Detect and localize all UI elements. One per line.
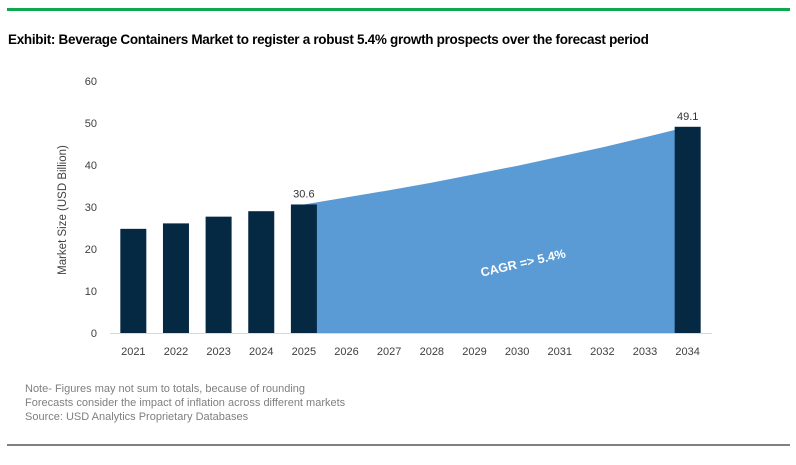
y-tick-label: 40 — [85, 160, 97, 172]
bar-2024 — [248, 211, 275, 333]
x-tick-label-2021: 2021 — [121, 346, 145, 358]
bar-2025 — [290, 204, 317, 333]
x-tick-label-2024: 2024 — [249, 346, 273, 358]
note-inflation: Forecasts consider the impact of inflati… — [25, 396, 346, 409]
y-tick-label: 10 — [85, 286, 97, 298]
y-tick-label: 60 — [85, 76, 97, 88]
y-tick-label: 50 — [85, 118, 97, 130]
chart-title: Exhibit: Beverage Containers Market to r… — [8, 32, 649, 47]
x-tick-label-2025: 2025 — [292, 346, 316, 358]
note-source: Source: USD Analytics Proprietary Databa… — [25, 410, 249, 423]
bar-2022 — [162, 223, 189, 333]
top-accent-rule — [7, 8, 790, 11]
data-label-2025: 30.6 — [293, 188, 314, 200]
bottom-rule — [7, 444, 790, 446]
x-tick-label-2027: 2027 — [377, 346, 401, 358]
x-tick-label-2022: 2022 — [164, 346, 188, 358]
x-tick-label-2034: 2034 — [675, 346, 699, 358]
chart-notes: Note- Figures may not sum to totals, bec… — [25, 383, 345, 424]
data-label-2034: 49.1 — [677, 111, 698, 123]
x-tick-label-2023: 2023 — [206, 346, 230, 358]
x-tick-label-2026: 2026 — [334, 346, 358, 358]
x-tick-label-2029: 2029 — [462, 346, 486, 358]
x-tick-label-2030: 2030 — [505, 346, 529, 358]
bar-2021 — [120, 228, 147, 333]
x-tick-label-2032: 2032 — [590, 346, 614, 358]
y-tick-label: 20 — [85, 244, 97, 256]
x-tick-label-2031: 2031 — [548, 346, 572, 358]
x-tick-label-2033: 2033 — [633, 346, 657, 358]
bar-2023 — [205, 216, 232, 333]
y-axis-title: Market Size (USD Billion) — [57, 145, 69, 275]
y-tick-label: 0 — [91, 328, 97, 340]
y-tick-label: 30 — [85, 202, 97, 214]
x-tick-label-2028: 2028 — [420, 346, 444, 358]
bar-2034 — [674, 126, 701, 333]
forecast-area — [303, 126, 688, 333]
note-rounding: Note- Figures may not sum to totals, bec… — [25, 383, 306, 395]
